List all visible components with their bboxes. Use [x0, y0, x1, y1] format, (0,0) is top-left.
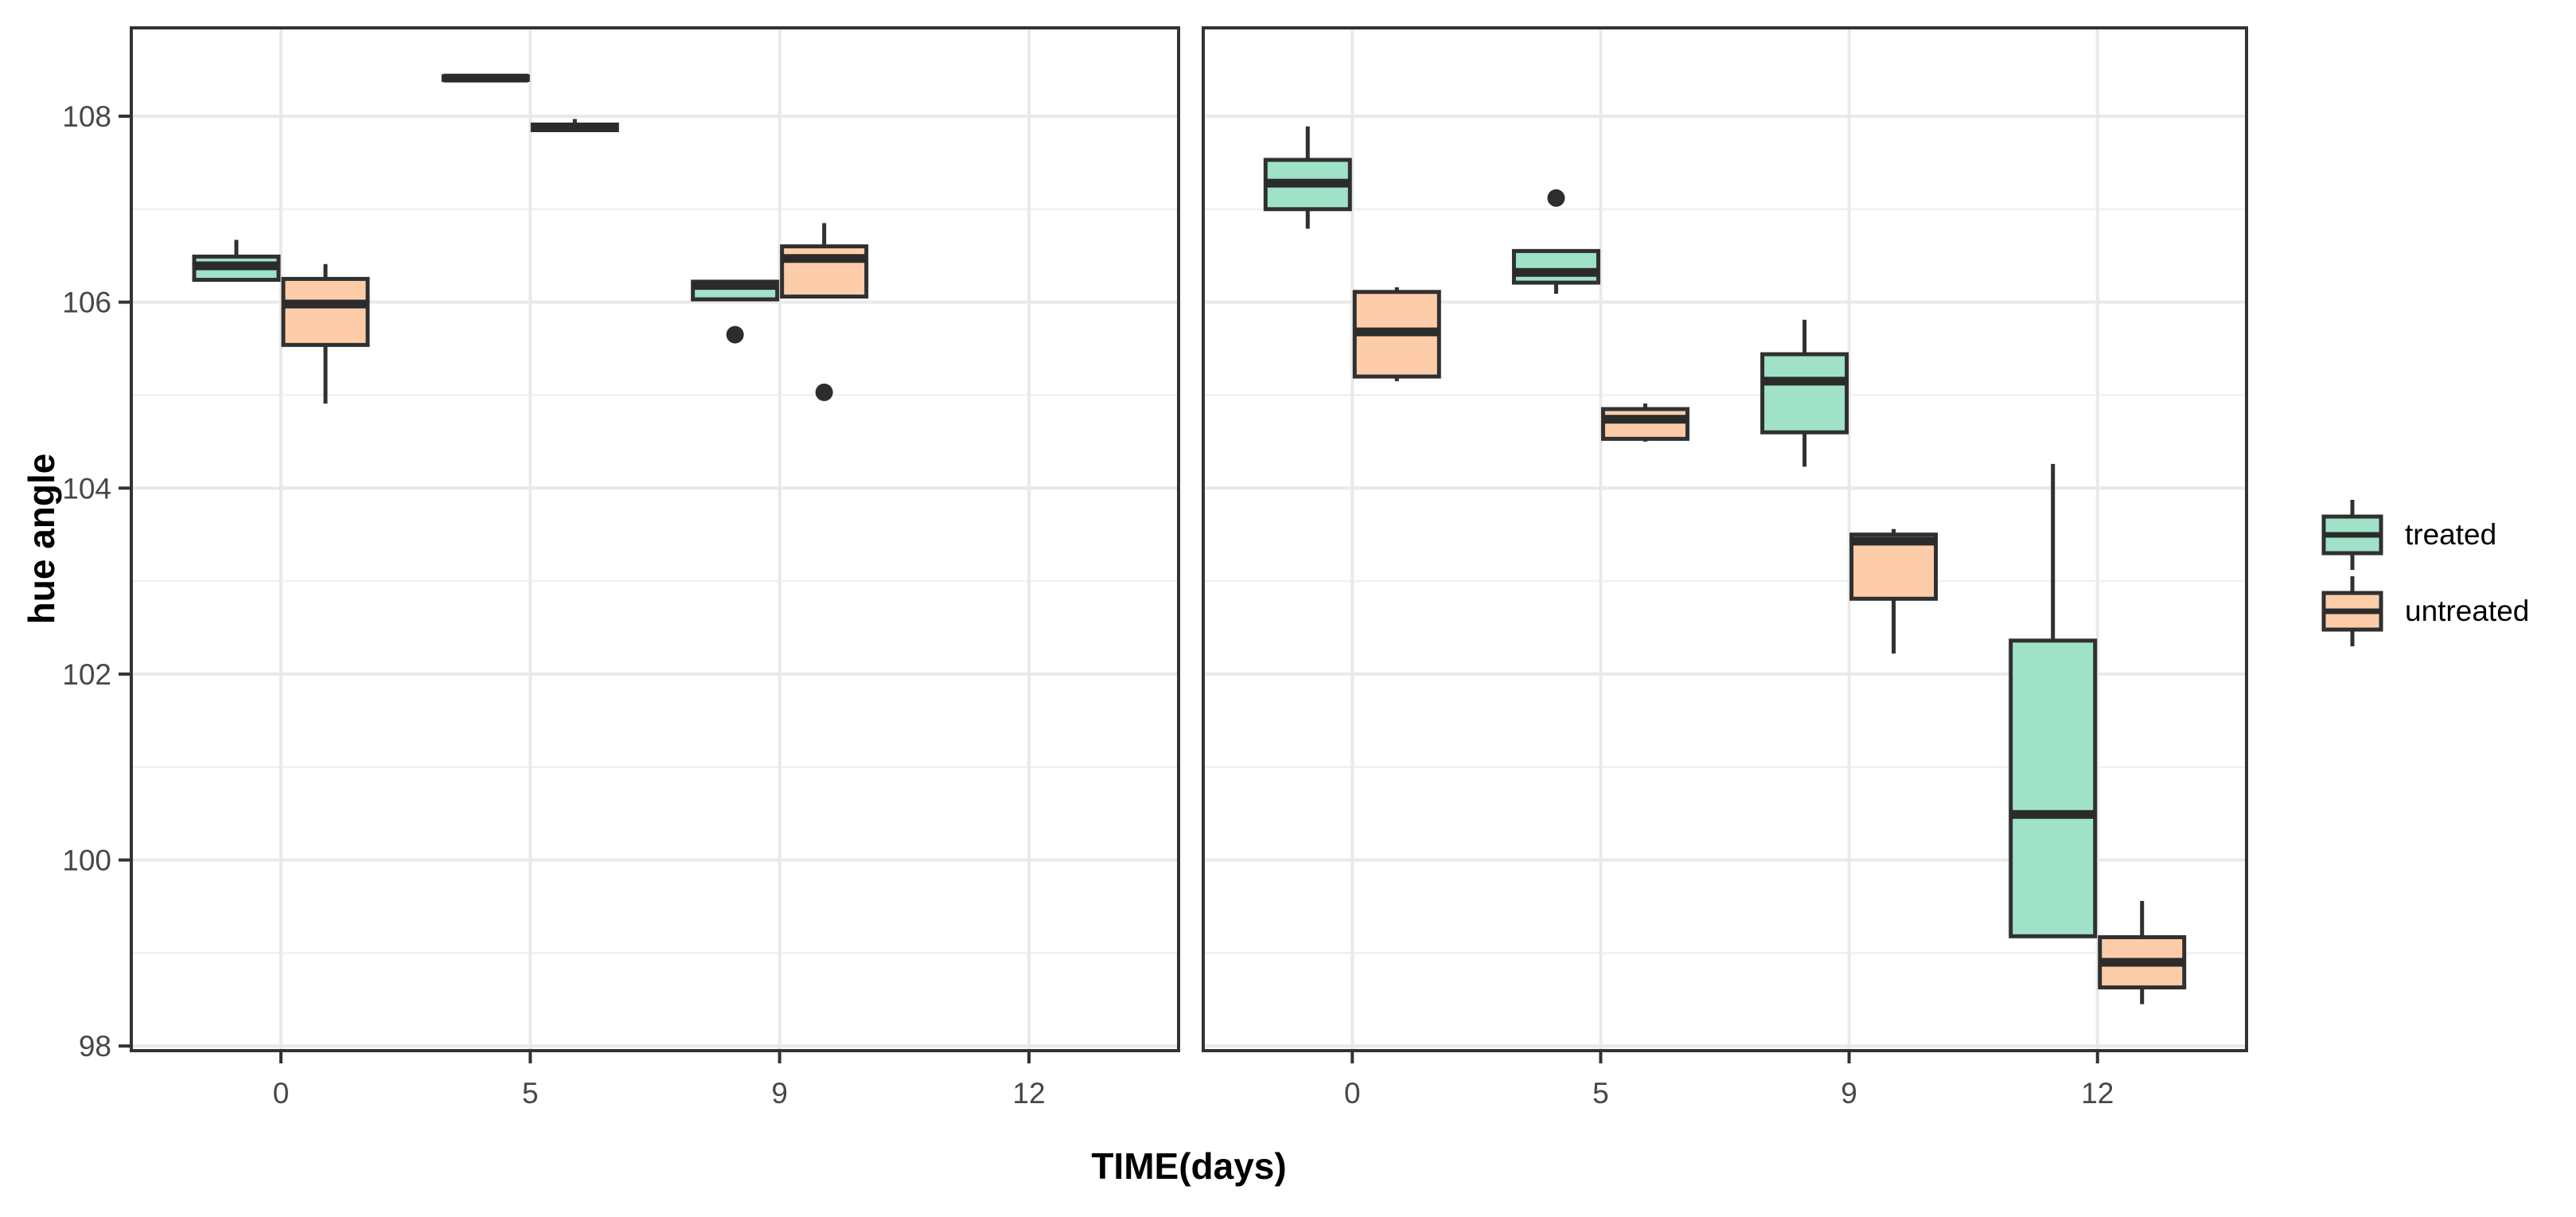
legend-label: untreated	[2405, 595, 2530, 627]
x-tick-label: 5	[522, 1077, 539, 1110]
panel-border	[1202, 26, 2248, 1052]
x-tick-label: 12	[1012, 1077, 1045, 1110]
x-axis-title: TIME(days)	[1091, 1145, 1287, 1187]
box-untreated-day0	[281, 276, 370, 347]
y-tick-label: 100	[62, 844, 111, 877]
x-tick-label: 5	[1592, 1077, 1609, 1110]
legend-label: treated	[2405, 518, 2497, 551]
outlier-point	[815, 383, 833, 401]
boxplot-legend-key-icon	[2321, 500, 2383, 570]
box-treated-day5	[1511, 248, 1600, 285]
legend: treated untreated	[2313, 497, 2529, 649]
x-tick-label: 12	[2081, 1077, 2114, 1110]
y-tick-label: 108	[62, 100, 111, 133]
x-tick-label: 0	[1344, 1077, 1361, 1110]
panel-border	[130, 26, 1180, 1052]
boxplot-legend-key-icon	[2321, 576, 2383, 646]
outlier-point	[1547, 189, 1565, 207]
x-tick-label: 0	[273, 1077, 290, 1110]
x-tick-label: 9	[1841, 1077, 1857, 1110]
box-treated-day9	[1760, 352, 1849, 435]
legend-item-treated: treated	[2313, 497, 2529, 573]
y-tick-label: 104	[62, 472, 111, 505]
y-tick-label: 102	[62, 658, 111, 691]
y-axis-title: hue angle	[21, 453, 62, 625]
box-untreated-day5	[1600, 407, 1689, 441]
x-tick-label: 9	[771, 1077, 788, 1110]
outlier-point	[726, 326, 744, 344]
y-tick-label: 98	[79, 1030, 111, 1063]
legend-item-untreated: untreated	[2313, 573, 2529, 649]
box-treated-day12	[2009, 638, 2098, 938]
box-untreated-day9	[780, 244, 869, 299]
y-tick-label: 106	[62, 287, 111, 319]
